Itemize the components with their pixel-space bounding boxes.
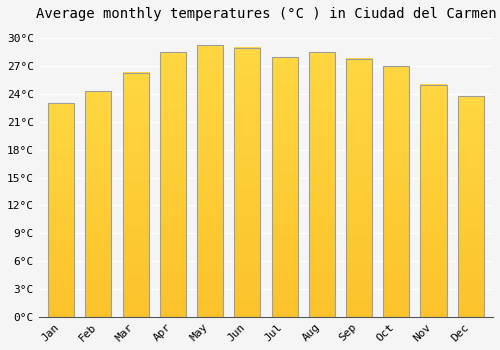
Title: Average monthly temperatures (°C ) in Ciudad del Carmen: Average monthly temperatures (°C ) in Ci… xyxy=(36,7,496,21)
Bar xyxy=(346,59,372,317)
Bar xyxy=(458,96,483,317)
Bar xyxy=(86,91,112,317)
Bar xyxy=(420,85,446,317)
Bar xyxy=(272,57,297,317)
Bar xyxy=(122,73,148,317)
Bar xyxy=(383,66,409,317)
Bar xyxy=(48,103,74,317)
Bar xyxy=(197,45,223,317)
Bar xyxy=(234,48,260,317)
Bar xyxy=(308,52,335,317)
Bar xyxy=(160,52,186,317)
